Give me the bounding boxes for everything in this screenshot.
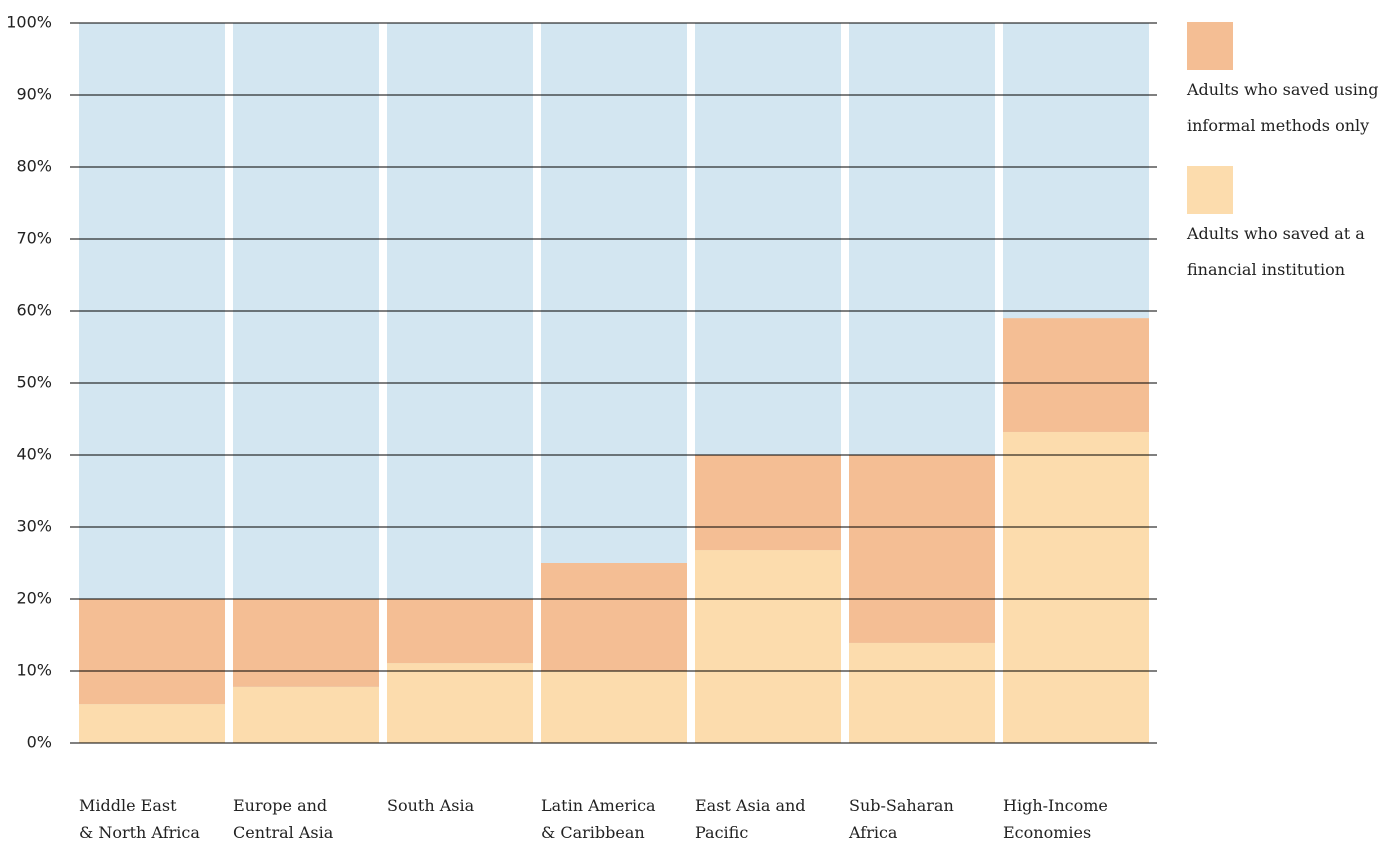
bar-segment <box>387 599 533 664</box>
legend-label: Adults who saved using informal methods … <box>1187 80 1379 135</box>
legend-swatch <box>1187 22 1233 70</box>
x-tick-label: South Asia <box>387 796 475 815</box>
bar-segment <box>695 550 841 743</box>
bar-segment <box>541 563 687 671</box>
bar-segment <box>541 671 687 743</box>
y-tick-label: 60% <box>16 301 52 320</box>
bar-segment <box>1003 431 1149 743</box>
bar-segment <box>79 704 225 743</box>
x-tick-label: Latin America & Caribbean <box>541 796 656 841</box>
x-tick-label: Sub-Saharan Africa <box>849 796 954 841</box>
bar-segment <box>233 686 379 743</box>
x-tick-label: Middle East & North Africa <box>79 796 200 841</box>
y-tick-label: 90% <box>16 85 52 104</box>
bar-segment <box>695 455 841 551</box>
bar-segment <box>233 599 379 687</box>
y-tick-label: 40% <box>16 445 52 464</box>
bar-segment <box>79 599 225 705</box>
y-tick-label: 50% <box>16 373 52 392</box>
y-tick-label: 80% <box>16 157 52 176</box>
y-tick-label: 20% <box>16 589 52 608</box>
bar-segment <box>849 455 995 643</box>
legend-label: Adults who saved at a financial institut… <box>1187 224 1365 279</box>
legend-swatch <box>1187 166 1233 214</box>
x-tick-label: Europe and Central Asia <box>233 796 334 841</box>
y-tick-label: 30% <box>16 517 52 536</box>
y-tick-label: 100% <box>6 13 52 32</box>
y-tick-label: 0% <box>27 733 52 752</box>
bar-segment <box>387 663 533 743</box>
y-tick-label: 10% <box>16 661 52 680</box>
x-tick-label: East Asia and Pacific <box>695 796 806 841</box>
y-tick-label: 70% <box>16 229 52 248</box>
bar-segment <box>849 642 995 743</box>
x-tick-label: High-Income Economies <box>1003 796 1108 841</box>
bar-segment <box>1003 318 1149 432</box>
